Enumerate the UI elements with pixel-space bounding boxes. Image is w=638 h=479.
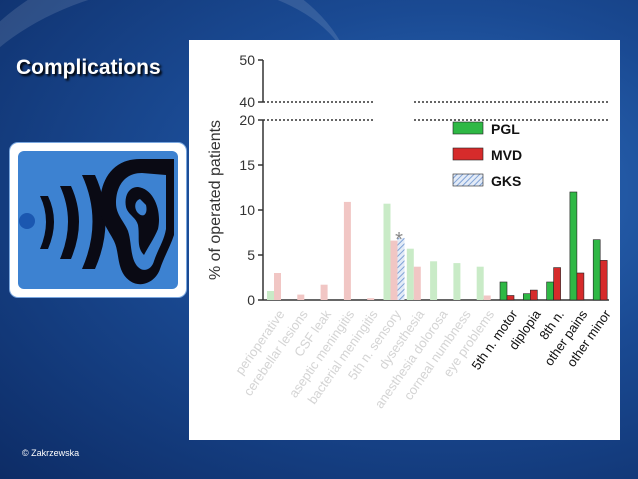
chart-legend: PGL MVD GKS bbox=[452, 121, 522, 189]
bar-pgl bbox=[546, 281, 554, 301]
legend-label-gks: GKS bbox=[491, 173, 521, 189]
ear-illustration bbox=[10, 143, 186, 297]
bar-gks bbox=[397, 237, 405, 300]
bar-pgl bbox=[406, 248, 414, 300]
bar-mvd bbox=[599, 260, 608, 301]
bar-mvd bbox=[553, 267, 561, 301]
bar-mvd bbox=[529, 289, 538, 301]
sound-waves-icon bbox=[19, 175, 106, 269]
bar-mvd bbox=[343, 201, 351, 300]
bar-pgl bbox=[430, 261, 438, 300]
copyright-notice: © Zakrzewska bbox=[22, 448, 80, 458]
bar-mvd bbox=[506, 295, 515, 301]
chart-bars bbox=[267, 191, 608, 301]
bar-mvd bbox=[297, 294, 305, 300]
bar-pgl bbox=[453, 263, 461, 300]
legend-label-pgl: PGL bbox=[491, 121, 520, 137]
bar-pgl bbox=[383, 203, 391, 300]
bar-pgl bbox=[522, 293, 531, 301]
ear-icon bbox=[19, 159, 174, 285]
bar-mvd bbox=[274, 273, 281, 300]
bar-pgl bbox=[592, 239, 601, 301]
y-tick-label: 0 bbox=[247, 292, 255, 308]
bar-pgl bbox=[499, 281, 508, 301]
bar-mvd bbox=[390, 240, 398, 300]
legend-swatch-pgl bbox=[452, 121, 484, 135]
legend-label-mvd: MVD bbox=[491, 147, 522, 163]
y-tick-label: 50 bbox=[239, 52, 255, 68]
chart-panel: 0 5 10 15 20 40 50 perioperative cerebellar les… bbox=[189, 40, 620, 440]
legend-swatch-gks bbox=[452, 173, 484, 187]
bar-pgl bbox=[267, 291, 274, 300]
y-tick-label: 20 bbox=[239, 112, 255, 128]
bar-mvd bbox=[320, 284, 328, 300]
y-tick-label: 5 bbox=[247, 247, 255, 263]
y-tick-label: 10 bbox=[239, 202, 255, 218]
bar-mvd bbox=[576, 272, 585, 301]
bar-mvd bbox=[413, 266, 421, 300]
y-tick-label: 15 bbox=[239, 157, 255, 173]
bar-pgl bbox=[569, 191, 578, 301]
bar-pgl bbox=[476, 266, 484, 300]
bar-mvd bbox=[367, 298, 375, 300]
legend-swatch-mvd bbox=[452, 147, 484, 161]
y-tick-label: 40 bbox=[239, 94, 255, 110]
y-axis-label: % of operated patients bbox=[207, 120, 224, 280]
significance-annotation: * bbox=[395, 229, 403, 251]
ear-illustration-panel bbox=[18, 151, 178, 289]
bar-mvd bbox=[483, 295, 491, 300]
slide-title: Complications bbox=[16, 56, 161, 79]
